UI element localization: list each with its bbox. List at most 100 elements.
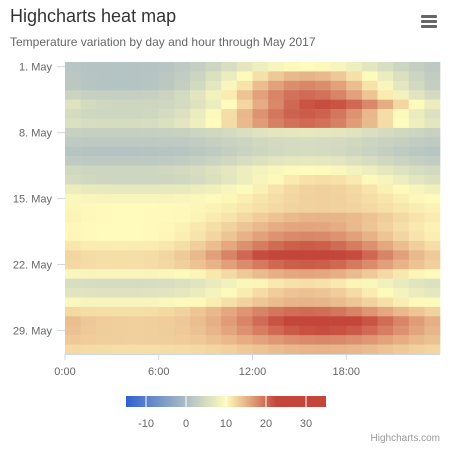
heatmap-cell[interactable] <box>143 109 160 119</box>
heatmap-cell[interactable] <box>190 297 206 308</box>
heatmap-cell[interactable] <box>111 269 128 279</box>
heatmap-cell[interactable] <box>393 297 410 308</box>
heatmap-cell[interactable] <box>268 146 285 157</box>
heatmap-cell[interactable] <box>315 127 331 138</box>
heatmap-cell[interactable] <box>190 137 206 148</box>
heatmap-cell[interactable] <box>221 62 238 72</box>
heatmap-cell[interactable] <box>377 193 394 204</box>
heatmap-cell[interactable] <box>96 231 113 242</box>
heatmap-cell[interactable] <box>221 250 238 261</box>
heatmap-cell[interactable] <box>174 193 191 204</box>
heatmap-cell[interactable] <box>96 71 113 82</box>
heatmap-cell[interactable] <box>158 90 175 100</box>
heatmap-cell[interactable] <box>111 193 128 204</box>
heatmap-cell[interactable] <box>268 222 285 232</box>
heatmap-cell[interactable] <box>205 316 222 327</box>
heatmap-cell[interactable] <box>299 62 316 72</box>
heatmap-cell[interactable] <box>65 137 81 148</box>
heatmap-cell[interactable] <box>299 240 316 251</box>
heatmap-cell[interactable] <box>252 146 269 157</box>
heatmap-cell[interactable] <box>236 250 253 261</box>
heatmap-cell[interactable] <box>205 297 222 308</box>
heatmap-cell[interactable] <box>424 137 441 148</box>
heatmap-cell[interactable] <box>299 146 316 157</box>
heatmap-cell[interactable] <box>205 231 222 242</box>
heatmap-cell[interactable] <box>424 80 441 91</box>
heatmap-cell[interactable] <box>315 212 331 223</box>
heatmap-cell[interactable] <box>158 278 175 289</box>
heatmap-cell[interactable] <box>236 99 253 110</box>
heatmap-cell[interactable] <box>408 288 425 298</box>
heatmap-cell[interactable] <box>408 335 425 345</box>
heatmap-cell[interactable] <box>252 90 269 100</box>
heatmap-cell[interactable] <box>252 335 269 345</box>
heatmap-cell[interactable] <box>80 127 97 138</box>
heatmap-cell[interactable] <box>174 259 191 270</box>
heatmap-cell[interactable] <box>158 137 175 148</box>
heatmap-cell[interactable] <box>80 62 97 72</box>
heatmap-cell[interactable] <box>315 109 331 119</box>
heatmap-cell[interactable] <box>205 165 222 176</box>
heatmap-cell[interactable] <box>283 165 300 176</box>
heatmap-cell[interactable] <box>127 90 144 100</box>
heatmap-cell[interactable] <box>346 118 363 129</box>
heatmap-cell[interactable] <box>330 156 347 166</box>
heatmap-cell[interactable] <box>346 269 363 279</box>
heatmap-cell[interactable] <box>80 316 97 327</box>
heatmap-cell[interactable] <box>299 335 316 345</box>
heatmap-cell[interactable] <box>299 288 316 298</box>
heatmap-cell[interactable] <box>315 137 331 148</box>
heatmap-cell[interactable] <box>252 297 269 308</box>
heatmap-cell[interactable] <box>236 193 253 204</box>
heatmap-cell[interactable] <box>252 203 269 214</box>
heatmap-cell[interactable] <box>111 335 128 345</box>
heatmap-cell[interactable] <box>283 212 300 223</box>
heatmap-cell[interactable] <box>377 259 394 270</box>
heatmap-cell[interactable] <box>190 335 206 345</box>
heatmap-cell[interactable] <box>315 118 331 129</box>
heatmap-cell[interactable] <box>346 175 363 185</box>
heatmap-cell[interactable] <box>315 344 331 355</box>
heatmap-cell[interactable] <box>330 316 347 327</box>
heatmap-cell[interactable] <box>96 109 113 119</box>
heatmap-cell[interactable] <box>424 71 441 82</box>
heatmap-cell[interactable] <box>205 146 222 157</box>
heatmap-cell[interactable] <box>190 146 206 157</box>
heatmap-cell[interactable] <box>127 175 144 185</box>
heatmap-cell[interactable] <box>408 193 425 204</box>
heatmap-cell[interactable] <box>283 259 300 270</box>
heatmap-cell[interactable] <box>236 203 253 214</box>
heatmap-cell[interactable] <box>221 156 238 166</box>
heatmap-cell[interactable] <box>408 175 425 185</box>
heatmap-cell[interactable] <box>174 325 191 336</box>
heatmap-cell[interactable] <box>174 297 191 308</box>
heatmap-cell[interactable] <box>127 316 144 327</box>
heatmap-cell[interactable] <box>330 306 347 317</box>
heatmap-cell[interactable] <box>299 90 316 100</box>
heatmap-cell[interactable] <box>174 250 191 261</box>
heatmap-cell[interactable] <box>221 335 238 345</box>
heatmap-cell[interactable] <box>330 250 347 261</box>
heatmap-cell[interactable] <box>268 344 285 355</box>
heatmap-cell[interactable] <box>221 278 238 289</box>
heatmap-cell[interactable] <box>190 184 206 195</box>
heatmap-cell[interactable] <box>65 146 81 157</box>
heatmap-cell[interactable] <box>65 203 81 214</box>
heatmap-cell[interactable] <box>65 344 81 355</box>
heatmap-cell[interactable] <box>80 344 97 355</box>
heatmap-cell[interactable] <box>377 344 394 355</box>
heatmap-cell[interactable] <box>315 165 331 176</box>
heatmap-cell[interactable] <box>283 137 300 148</box>
heatmap-cell[interactable] <box>127 240 144 251</box>
heatmap-cell[interactable] <box>96 90 113 100</box>
heatmap-cell[interactable] <box>299 71 316 82</box>
heatmap-cell[interactable] <box>408 90 425 100</box>
heatmap-cell[interactable] <box>424 99 441 110</box>
heatmap-cell[interactable] <box>158 344 175 355</box>
heatmap-cell[interactable] <box>205 109 222 119</box>
heatmap-cell[interactable] <box>346 137 363 148</box>
heatmap-cell[interactable] <box>127 62 144 72</box>
heatmap-cell[interactable] <box>158 71 175 82</box>
heatmap-cell[interactable] <box>96 146 113 157</box>
heatmap-cell[interactable] <box>424 118 441 129</box>
